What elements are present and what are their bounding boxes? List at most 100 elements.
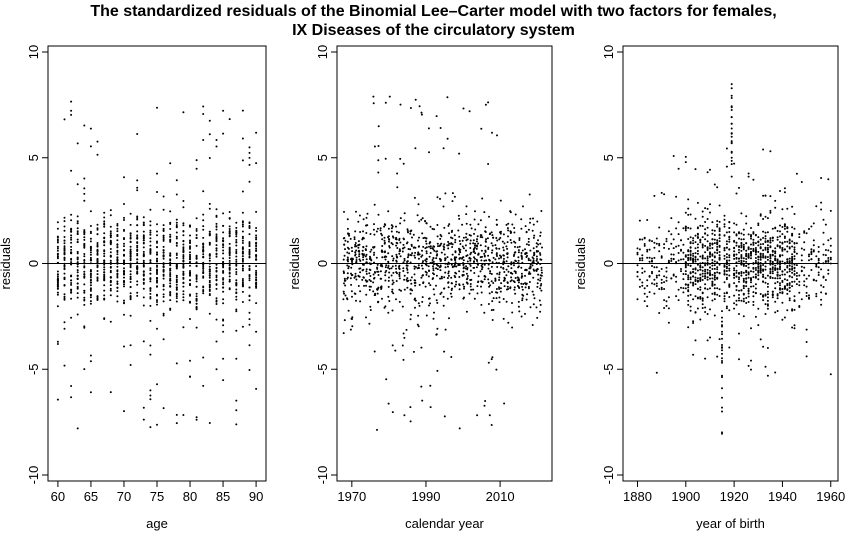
panel-3-point bbox=[776, 310, 779, 312]
panel-3-point bbox=[725, 240, 728, 243]
panel-1-point bbox=[149, 304, 152, 307]
panel-3-point bbox=[820, 268, 823, 271]
panel-3-point bbox=[774, 247, 777, 250]
panel-2-point bbox=[473, 232, 475, 235]
panel-1-point bbox=[195, 234, 198, 236]
panel-2-point bbox=[358, 253, 361, 256]
panel-3-point bbox=[672, 273, 675, 276]
panel-3-point bbox=[793, 295, 796, 298]
panel-3-point bbox=[706, 240, 709, 243]
panel-3-point bbox=[696, 307, 699, 310]
panel-2-point bbox=[466, 275, 469, 277]
panel-1-point bbox=[235, 248, 238, 251]
panel-3-point bbox=[766, 290, 769, 293]
panel-2-point bbox=[446, 263, 449, 266]
panel-3-point bbox=[745, 215, 748, 218]
panel-2-point bbox=[429, 384, 432, 387]
panel-3-point bbox=[805, 291, 808, 294]
panel-3-point bbox=[781, 301, 784, 304]
panel-2-point bbox=[414, 279, 417, 282]
panel-3-point bbox=[769, 277, 772, 279]
panel-2-point bbox=[509, 239, 512, 241]
panel-2-point bbox=[353, 236, 356, 239]
panel-2-point bbox=[421, 232, 424, 235]
panel-2-point bbox=[539, 253, 542, 256]
panel-3-point bbox=[682, 291, 685, 294]
panel-3-point bbox=[738, 231, 740, 234]
panel-1-point bbox=[76, 230, 79, 233]
panel-1-point bbox=[56, 245, 59, 248]
panel-2-point bbox=[487, 278, 490, 281]
panel-3-point bbox=[651, 259, 653, 262]
panel-3-point bbox=[805, 285, 808, 288]
panel-3-point bbox=[812, 250, 815, 253]
panel-3-point bbox=[793, 270, 796, 273]
panel-3-point bbox=[704, 277, 707, 280]
panel-1-point bbox=[89, 249, 92, 252]
panel-2-point bbox=[391, 283, 394, 286]
panel-2-point bbox=[388, 271, 391, 274]
panel-2-point bbox=[444, 192, 447, 195]
panel-1-point bbox=[222, 246, 225, 249]
panel-3-point bbox=[754, 248, 757, 251]
panel-2-point bbox=[357, 285, 360, 287]
panel-3-point bbox=[701, 246, 704, 249]
panel-2-point bbox=[375, 256, 378, 259]
panel-3-point bbox=[810, 225, 813, 228]
panel-2-point bbox=[465, 249, 467, 252]
panel-3-point bbox=[692, 242, 695, 245]
panel-2-point bbox=[435, 333, 438, 336]
panel-1-point bbox=[208, 257, 211, 260]
panel-3-point bbox=[752, 276, 755, 279]
panel-2-point bbox=[502, 257, 505, 260]
panel-1-point bbox=[202, 285, 205, 288]
panel-1-point bbox=[241, 246, 244, 249]
panel-1-point bbox=[169, 267, 172, 270]
panel-2-point bbox=[469, 239, 472, 242]
panel-3-point bbox=[733, 307, 736, 310]
panel-1-point bbox=[136, 218, 139, 221]
panel-2-point bbox=[463, 287, 465, 290]
panel-3-point bbox=[752, 178, 755, 181]
panel-3-point bbox=[779, 282, 781, 285]
panel-1-point bbox=[76, 265, 79, 268]
panel-1-point bbox=[241, 225, 244, 228]
panel-2-point bbox=[443, 350, 446, 353]
panel-1-point bbox=[182, 230, 185, 233]
panel-2-point bbox=[385, 378, 388, 381]
panel-3-point bbox=[716, 225, 719, 228]
panel-2-point bbox=[429, 245, 432, 248]
panel-2-point bbox=[479, 234, 482, 237]
panel-2-point bbox=[364, 248, 367, 251]
panel-3-point bbox=[779, 266, 781, 269]
panel-2-point bbox=[495, 237, 498, 239]
panel-2-point bbox=[499, 232, 502, 235]
panel-3-point bbox=[798, 233, 801, 236]
panel-3-point bbox=[808, 274, 810, 277]
panel-2-point bbox=[412, 350, 415, 353]
panel-2-point bbox=[455, 256, 458, 259]
panel-2-point bbox=[510, 276, 513, 279]
panel-1-point bbox=[56, 273, 59, 276]
panel-1-point bbox=[76, 292, 79, 295]
panel-3-point bbox=[716, 186, 719, 189]
panel-3-point bbox=[822, 276, 825, 279]
panel-3-point bbox=[704, 244, 707, 247]
panel-1-point bbox=[89, 247, 92, 250]
panel-3-point bbox=[776, 293, 779, 296]
panel-1-point bbox=[182, 249, 185, 252]
panel-1-point bbox=[241, 230, 244, 233]
panel-2-point bbox=[500, 282, 503, 285]
panel-2-point bbox=[502, 254, 505, 257]
panel-2-point bbox=[364, 255, 367, 258]
panel-3-point bbox=[766, 296, 769, 299]
panel-3-point bbox=[723, 281, 726, 284]
panel-3-point bbox=[774, 300, 777, 303]
panel-2-point bbox=[448, 223, 451, 226]
panel-3-point bbox=[762, 268, 765, 271]
panel-3-point bbox=[677, 259, 680, 262]
panel-3-y-tick-label: -5 bbox=[601, 363, 616, 375]
panel-2-point bbox=[485, 238, 487, 241]
panel-1-point bbox=[103, 237, 106, 240]
panel-3-point bbox=[815, 255, 818, 258]
